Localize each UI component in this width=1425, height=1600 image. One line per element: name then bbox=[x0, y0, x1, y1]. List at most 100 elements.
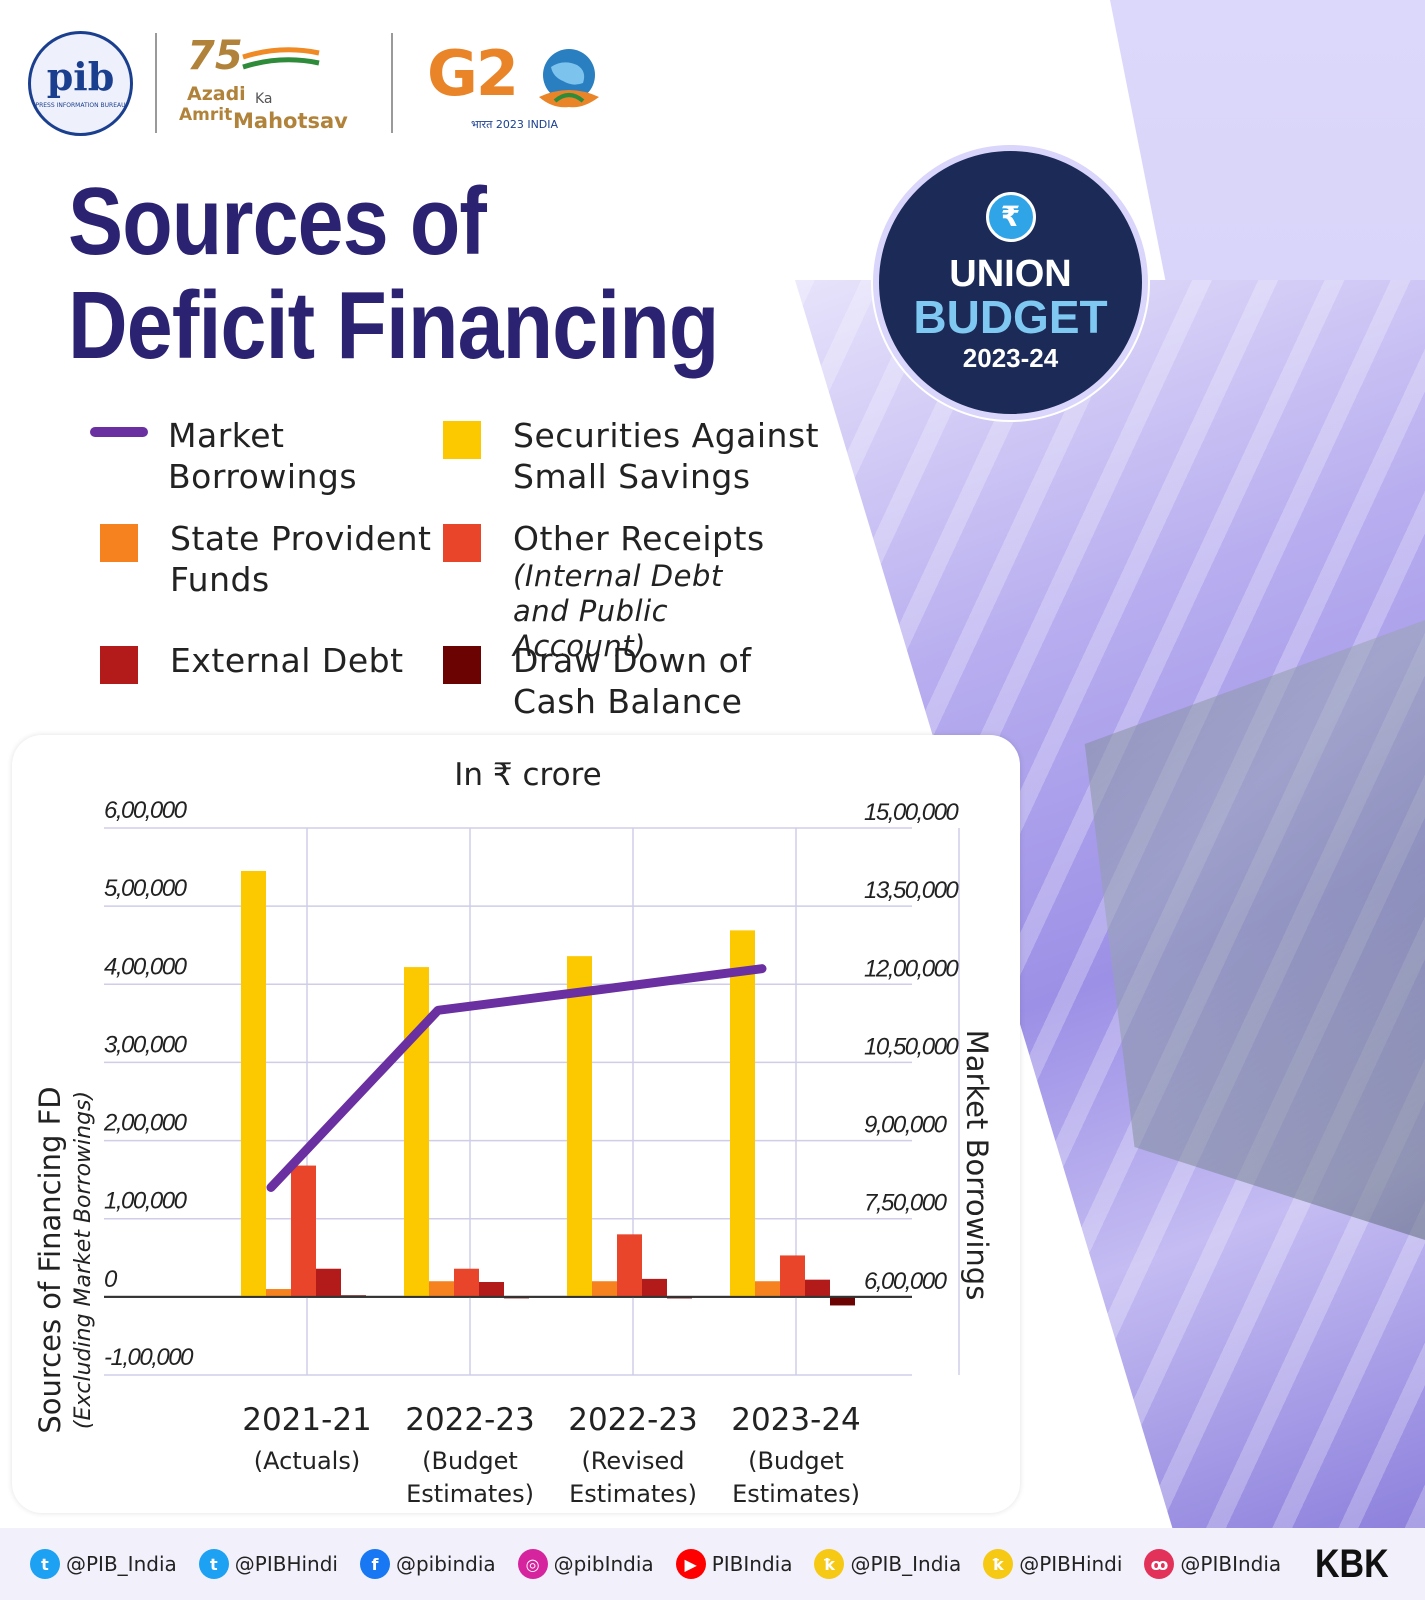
youtube-icon: ▶ bbox=[675, 1549, 706, 1579]
g20-logo: G2 भारत 2023 INDIA bbox=[415, 33, 615, 133]
legend-draw-down-cash-balance: Draw Down of Cash Balance bbox=[443, 640, 751, 722]
category-sub-label: Estimates) bbox=[406, 1480, 534, 1508]
bar-external-debt bbox=[642, 1278, 667, 1297]
legend-label: Draw Down of bbox=[513, 641, 752, 680]
bar-external-debt bbox=[805, 1279, 830, 1297]
social-handle-text: @PIBIndia bbox=[1180, 1552, 1282, 1576]
category-sub-label: Estimates) bbox=[569, 1480, 697, 1508]
legend-label: Small Savings bbox=[513, 457, 751, 496]
g20-text: G2 bbox=[427, 37, 519, 110]
social-handle-text: @pibIndia bbox=[553, 1552, 654, 1576]
legend-sublabel: (Internal Debt and Public Account) bbox=[513, 559, 723, 663]
right-axis-title: Market Borrowings bbox=[960, 1030, 994, 1301]
line-market-borrowings bbox=[266, 964, 767, 1192]
category-sub-label: Estimates) bbox=[732, 1480, 860, 1508]
badge-line-2: BUDGET bbox=[913, 290, 1108, 343]
right-axis-tick-label: 6,00,000 bbox=[864, 1268, 948, 1295]
left-axis-tick-label: 6,00,000 bbox=[104, 797, 188, 824]
kbk-mark: KBK bbox=[1315, 1542, 1389, 1586]
bar-state-provident-funds bbox=[755, 1281, 780, 1297]
social-handle[interactable]: ◎ @pibIndia bbox=[517, 1549, 654, 1579]
left-axis-tick-label: 1,00,000 bbox=[104, 1188, 188, 1215]
bar-other-receipts bbox=[617, 1234, 642, 1297]
right-axis-tick-label: 15,00,000 bbox=[864, 799, 959, 826]
left-axis-tick-label: 4,00,000 bbox=[104, 953, 188, 980]
bar-draw-down-of-cash-balance bbox=[830, 1296, 855, 1306]
bar-securities-against-small-savings bbox=[730, 930, 755, 1297]
social-handle-text: @PIB_India bbox=[66, 1552, 177, 1576]
left-axis-tick-label: 3,00,000 bbox=[104, 1031, 188, 1058]
koo-icon: ꝁ bbox=[814, 1549, 845, 1579]
category-year-label: 2022-23 bbox=[568, 1402, 698, 1438]
badge-line-1: UNION bbox=[949, 252, 1072, 295]
page-title: Sources of Deficit Financing bbox=[68, 168, 719, 379]
social-handle-text: PIBIndia bbox=[711, 1552, 793, 1576]
left-axis-tick-label: 0 bbox=[104, 1266, 118, 1293]
chart-title: In ₹ crore bbox=[454, 757, 601, 793]
social-footer: t @PIB_India t @PIBHindi f @pibindia ◎ @pibIndi… bbox=[0, 1528, 1425, 1600]
left-axis-tick-label: 5,00,000 bbox=[104, 875, 188, 902]
legend-other-receipts: Other Receipts (Internal Debt and Public … bbox=[443, 518, 765, 664]
left-axis-tick-label: -1,00,000 bbox=[104, 1344, 194, 1371]
social-handle[interactable]: t @PIB_India bbox=[30, 1549, 177, 1579]
title-line-2: Deficit Financing bbox=[68, 272, 719, 379]
deficit-financing-chart: In ₹ crore 6,00,000 5,00,000 4,00,000 3,00,0… bbox=[33, 757, 994, 1508]
legend-label: Funds bbox=[170, 560, 270, 599]
legend-swatch bbox=[100, 524, 138, 562]
legend-label: State Provident bbox=[170, 519, 432, 558]
legend-label: Borrowings bbox=[168, 457, 358, 496]
bar-other-receipts bbox=[780, 1255, 805, 1297]
aam-word-ka: Ka bbox=[255, 91, 273, 107]
chart-card: In ₹ crore 6,00,000 5,00,000 4,00,000 3,00,0… bbox=[12, 735, 1020, 1513]
category-sub-label: (Revised bbox=[581, 1447, 684, 1475]
social-handle[interactable]: ꝁ @PIBHindi bbox=[983, 1549, 1122, 1579]
legend-label: Cash Balance bbox=[513, 682, 743, 721]
bar-securities-against-small-savings bbox=[404, 967, 429, 1297]
social-handle[interactable]: t @PIBHindi bbox=[198, 1549, 338, 1579]
legend-external-debt: External Debt bbox=[100, 640, 404, 684]
legend-swatch bbox=[443, 421, 481, 459]
flag-ribbon-icon bbox=[242, 47, 320, 70]
category-year-label: 2021-21 bbox=[242, 1402, 372, 1438]
header-logos: pib PRESS INFORMATION BUREAU 75 Azadi Ka… bbox=[28, 28, 615, 138]
social-handle-text: @PIB_India bbox=[850, 1552, 962, 1576]
category-year-label: 2023-24 bbox=[731, 1402, 861, 1438]
bar-securities-against-small-savings bbox=[567, 956, 592, 1297]
twitter-icon: t bbox=[198, 1549, 229, 1579]
g20-globe-icon bbox=[539, 49, 599, 108]
sharechat-icon: ꝏ bbox=[1144, 1549, 1175, 1579]
social-handle[interactable]: ▶ PIBIndia bbox=[675, 1549, 793, 1579]
aam-75-text: 75 bbox=[187, 33, 243, 79]
aam-word-azadi: Azadi bbox=[187, 83, 246, 105]
g20-subtext: भारत 2023 INDIA bbox=[471, 118, 559, 131]
koo-icon: ꝁ bbox=[983, 1549, 1014, 1579]
social-handle-text: @PIBHindi bbox=[1019, 1552, 1123, 1576]
logo-divider bbox=[391, 33, 393, 133]
pib-logo-text: pib bbox=[46, 53, 115, 99]
legend-label: External Debt bbox=[170, 641, 404, 680]
legend-label: Other Receipts bbox=[513, 519, 765, 558]
rupee-icon: ₹ bbox=[985, 191, 1036, 242]
right-axis-tick-label: 7,50,000 bbox=[864, 1190, 948, 1217]
azadi-ka-amrit-mahotsav-logo: 75 Azadi Ka Amrit Mahotsav bbox=[179, 33, 369, 133]
bar-state-provident-funds bbox=[429, 1281, 454, 1297]
social-handle-text: @PIBHindi bbox=[234, 1552, 338, 1576]
right-axis-tick-label: 12,00,000 bbox=[864, 955, 959, 982]
social-handle[interactable]: ꝏ @PIBIndia bbox=[1144, 1549, 1281, 1579]
legend-swatch-line bbox=[90, 427, 148, 437]
bar-state-provident-funds bbox=[266, 1289, 291, 1297]
social-handle[interactable]: f @pibindia bbox=[359, 1549, 496, 1579]
left-axis-title: Sources of Financing FD bbox=[33, 1086, 67, 1433]
social-handles: t @PIB_India t @PIBHindi f @pibindia ◎ @pibIndi… bbox=[30, 1549, 1303, 1579]
bar-securities-against-small-savings bbox=[241, 870, 266, 1297]
logo-divider bbox=[155, 33, 157, 133]
social-handle[interactable]: ꝁ @PIB_India bbox=[814, 1549, 961, 1579]
legend-market-borrowings: Market Borrowings bbox=[90, 415, 357, 497]
legend-securities-small-savings: Securities Against Small Savings bbox=[443, 415, 819, 497]
badge-line-3: 2023-24 bbox=[962, 342, 1059, 373]
right-axis-tick-label: 10,50,000 bbox=[864, 1033, 959, 1060]
left-axis-subtitle: (Excluding Market Borrowings) bbox=[71, 1091, 96, 1429]
social-handle-text: @pibindia bbox=[395, 1552, 496, 1576]
title-line-1: Sources of bbox=[68, 168, 487, 275]
bar-other-receipts bbox=[454, 1268, 479, 1297]
